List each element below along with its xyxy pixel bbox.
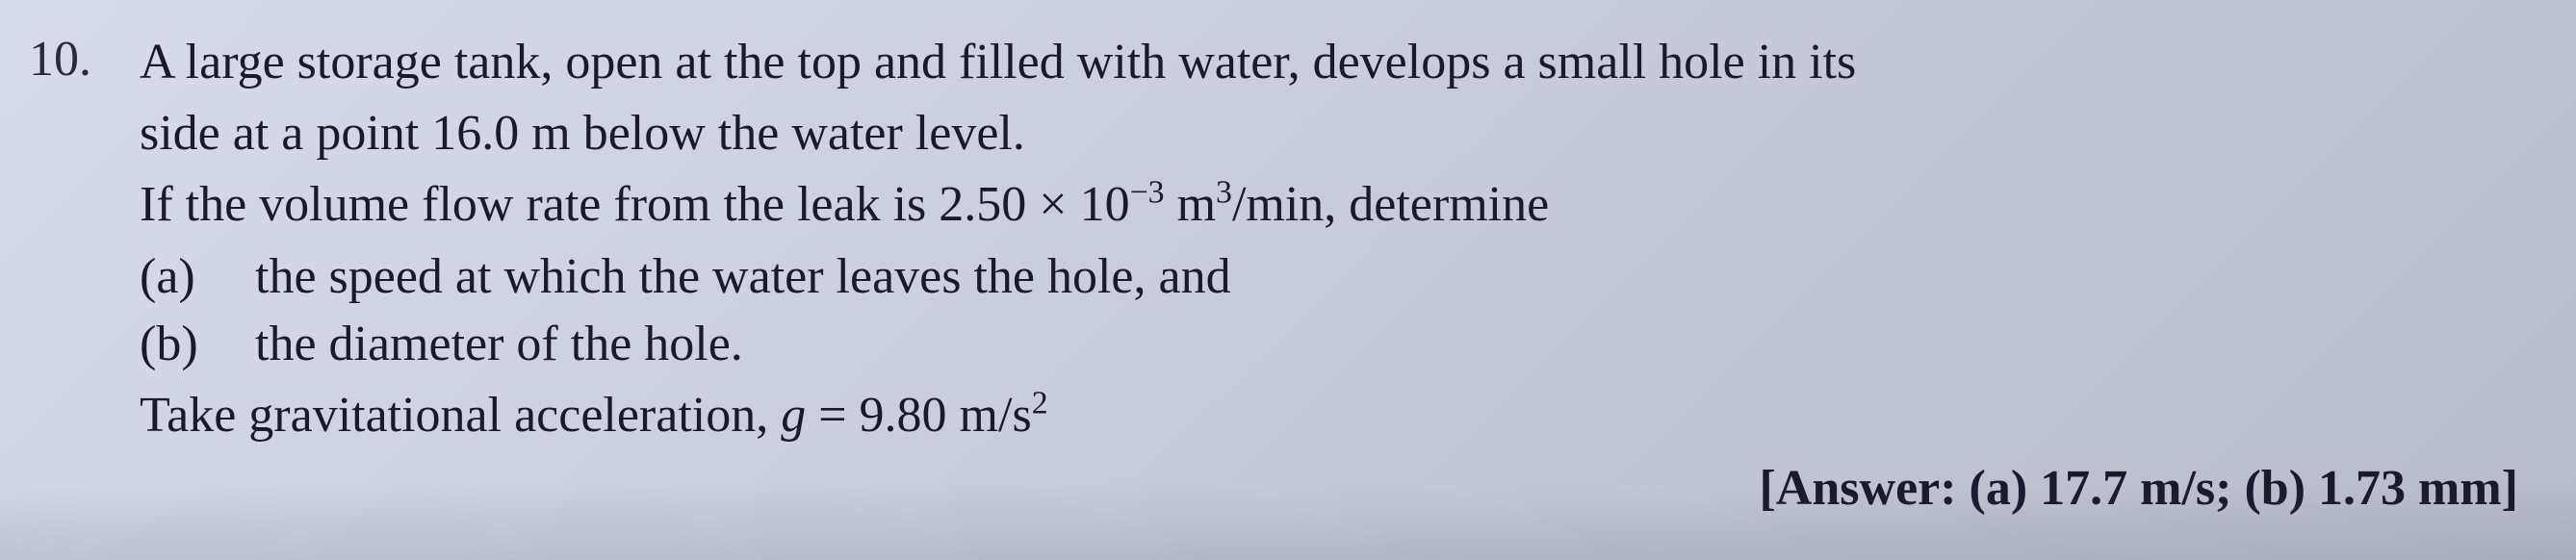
part-b-text: the diameter of the hole. <box>255 311 743 378</box>
gravitational-constant-line: Take gravitational acceleration, g = 9.8… <box>140 382 2518 449</box>
problem-line-3: If the volume flow rate from the leak is… <box>140 171 2518 239</box>
take-prefix: Take gravitational acceleration, <box>140 388 781 443</box>
sub-part-a: (a) the speed at which the water leaves … <box>140 243 2518 311</box>
line3-exponent-2: 3 <box>1216 175 1232 211</box>
problem-container: 10. A large storage tank, open at the to… <box>29 29 2518 522</box>
line3-mid: m <box>1165 177 1216 232</box>
line3-suffix: /min, determine <box>1232 177 1549 232</box>
part-b-label: (b) <box>140 311 207 378</box>
take-mid: = 9.80 m/s <box>806 388 1031 443</box>
problem-line-1: A large storage tank, open at the top an… <box>140 29 2518 96</box>
take-g-symbol: g <box>781 388 806 443</box>
part-a-text: the speed at which the water leaves the … <box>255 243 1231 311</box>
problem-body: A large storage tank, open at the top an… <box>140 29 2518 522</box>
line3-prefix: If the volume flow rate from the leak is… <box>140 177 1130 232</box>
sub-part-b: (b) the diameter of the hole. <box>140 311 2518 378</box>
problem-number: 10. <box>29 29 91 522</box>
answer-line: [Answer: (a) 17.7 m/s; (b) 1.73 mm] <box>140 455 2518 522</box>
sub-parts: (a) the speed at which the water leaves … <box>140 243 2518 378</box>
problem-line-2: side at a point 16.0 m below the water l… <box>140 100 2518 167</box>
take-exponent: 2 <box>1032 386 1048 421</box>
line3-exponent-1: −3 <box>1130 175 1165 211</box>
part-a-label: (a) <box>140 243 207 311</box>
